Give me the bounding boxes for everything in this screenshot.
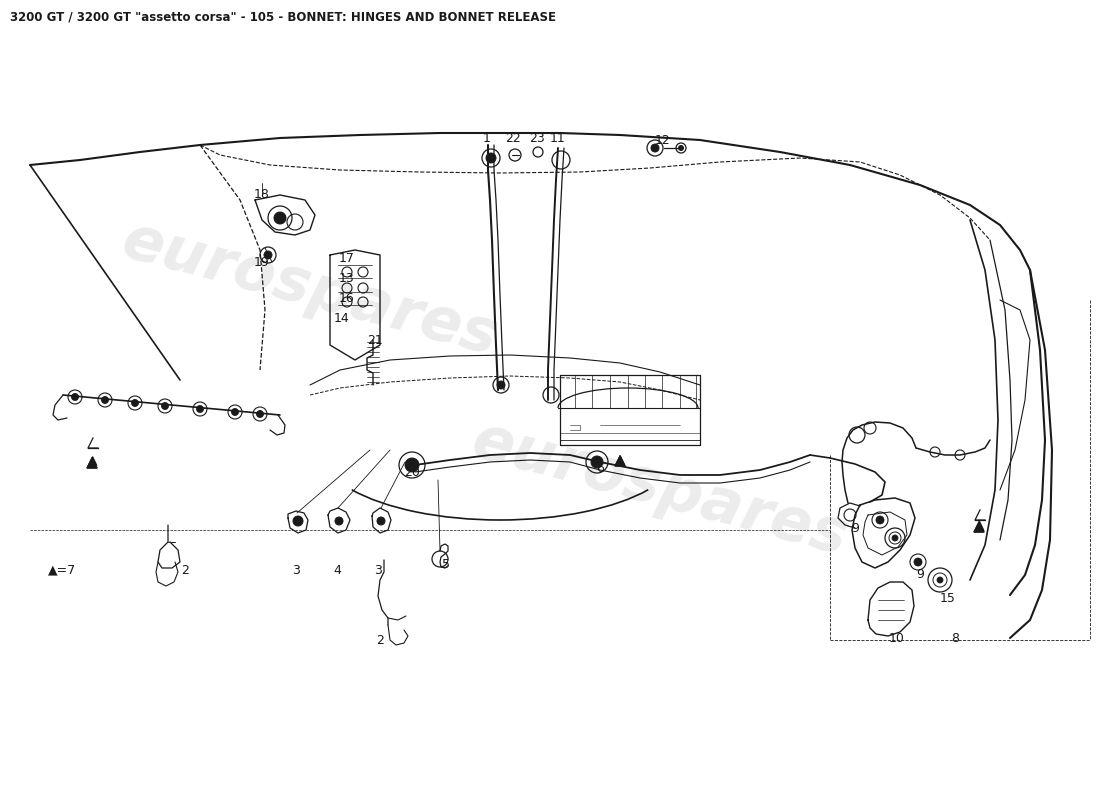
Circle shape (679, 146, 683, 150)
Text: 16: 16 (339, 291, 355, 305)
Text: 2: 2 (376, 634, 384, 646)
Text: 19: 19 (254, 257, 270, 270)
Text: 2: 2 (182, 563, 189, 577)
Text: 1: 1 (483, 131, 491, 145)
Circle shape (651, 144, 659, 152)
Circle shape (497, 381, 505, 389)
Circle shape (264, 251, 272, 259)
Text: ▲: ▲ (976, 518, 984, 531)
Text: 9: 9 (851, 522, 859, 534)
Circle shape (377, 517, 385, 525)
Text: 9: 9 (916, 569, 924, 582)
Text: 17: 17 (339, 251, 355, 265)
Polygon shape (615, 456, 625, 466)
Circle shape (486, 153, 496, 163)
Circle shape (876, 516, 884, 524)
Circle shape (231, 409, 239, 415)
Text: 18: 18 (254, 189, 270, 202)
Circle shape (132, 399, 139, 406)
Circle shape (101, 397, 109, 403)
Circle shape (892, 535, 898, 541)
Circle shape (197, 406, 204, 413)
Text: 3: 3 (374, 563, 382, 577)
Text: 5: 5 (442, 558, 450, 571)
Text: ▲=7: ▲=7 (48, 563, 76, 577)
Text: 22: 22 (505, 131, 521, 145)
Circle shape (256, 410, 264, 418)
Circle shape (336, 517, 343, 525)
Text: 3200 GT / 3200 GT "assetto corsa" - 105 - BONNET: HINGES AND BONNET RELEASE: 3200 GT / 3200 GT "assetto corsa" - 105 … (10, 10, 556, 23)
Text: 4: 4 (333, 563, 341, 577)
Text: 20: 20 (404, 466, 420, 478)
Text: 15: 15 (940, 591, 956, 605)
Text: 14: 14 (334, 311, 350, 325)
Text: 23: 23 (529, 131, 544, 145)
Circle shape (72, 394, 78, 401)
Text: 3: 3 (293, 563, 300, 577)
Text: eurospares: eurospares (465, 411, 855, 569)
Text: 12: 12 (656, 134, 671, 146)
Circle shape (293, 516, 303, 526)
Circle shape (591, 456, 603, 468)
Polygon shape (87, 458, 97, 468)
Circle shape (162, 402, 168, 410)
Polygon shape (974, 522, 984, 532)
Text: 21: 21 (367, 334, 383, 346)
Text: 6: 6 (596, 462, 604, 474)
Circle shape (914, 558, 922, 566)
Text: 10: 10 (889, 631, 905, 645)
Text: eurospares: eurospares (116, 211, 504, 369)
Circle shape (274, 212, 286, 224)
Circle shape (937, 577, 943, 583)
Text: 13: 13 (339, 271, 355, 285)
Circle shape (405, 458, 419, 472)
Text: 11: 11 (550, 131, 565, 145)
Text: ▲: ▲ (616, 454, 626, 466)
Text: 8: 8 (952, 631, 959, 645)
Text: ▲: ▲ (88, 454, 98, 466)
